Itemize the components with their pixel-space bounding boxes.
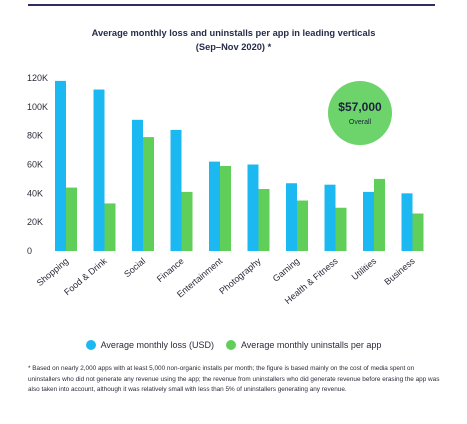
bar-loss <box>363 191 374 251</box>
bar-loss <box>93 89 105 252</box>
bar-uninstalls <box>335 207 347 251</box>
chart-title-line-1: Average monthly loss and uninstalls per … <box>91 28 376 38</box>
bar-uninstalls <box>412 213 424 251</box>
bar-uninstalls <box>258 189 270 251</box>
chart-title-line-2: (Sep–Nov 2020) * <box>195 42 272 52</box>
chart-title: Average monthly loss and uninstalls per … <box>20 26 447 54</box>
bar-loss <box>209 161 220 251</box>
bar-uninstalls <box>181 191 193 251</box>
bar-uninstalls <box>297 200 308 251</box>
y-axis-ticks: 0 20K 40K 60K 80K 100K 120K <box>27 73 48 256</box>
bars <box>55 80 424 252</box>
legend-swatch-uninstalls <box>225 340 236 350</box>
x-tick-label: Business <box>382 256 417 287</box>
bar-uninstalls <box>66 187 77 251</box>
bar-loss <box>132 119 143 251</box>
y-tick-label: 60K <box>27 160 43 170</box>
y-tick-label: 100K <box>27 102 48 112</box>
overall-badge-value: $57,000 <box>338 100 382 114</box>
bar-loss <box>401 193 413 251</box>
bar-uninstalls <box>220 165 231 251</box>
x-tick-label: Finance <box>155 256 186 284</box>
x-tick-label: Gaming <box>271 256 302 284</box>
x-tick-label: Social <box>122 256 147 279</box>
y-tick-label: 0 <box>27 246 32 256</box>
x-tick-label: Food & Drink <box>62 256 109 298</box>
footnote: * Based on nearly 2,000 apps with at lea… <box>28 365 440 393</box>
bar-loss <box>170 129 182 251</box>
overall-badge-circle <box>328 81 392 145</box>
legend-swatch-loss <box>85 340 96 350</box>
bar-uninstalls <box>374 178 385 251</box>
bar-loss <box>286 183 297 251</box>
y-tick-label: 80K <box>27 131 43 141</box>
legend: Average monthly loss (USD) Average month… <box>0 340 467 350</box>
x-tick-label: Photography <box>217 256 263 297</box>
top-rule <box>28 4 435 6</box>
legend-item-loss: Average monthly loss (USD) <box>85 340 214 350</box>
bar-loss <box>324 184 336 251</box>
x-tick-label: Utilities <box>350 256 379 283</box>
legend-label-uninstalls: Average monthly uninstalls per app <box>240 340 382 350</box>
bar-loss <box>55 80 66 251</box>
overall-badge-label: Overall <box>349 119 372 126</box>
bar-loss <box>247 164 259 251</box>
y-tick-label: 120K <box>27 73 48 83</box>
overall-badge: $57,000 Overall <box>328 81 392 145</box>
bar-uninstalls <box>104 203 116 251</box>
y-tick-label: 40K <box>27 188 43 198</box>
x-tick-label: Shopping <box>35 256 71 288</box>
bar-uninstalls <box>143 137 154 251</box>
legend-label-loss: Average monthly loss (USD) <box>100 340 214 350</box>
legend-item-uninstalls: Average monthly uninstalls per app <box>225 340 382 350</box>
y-tick-label: 20K <box>27 217 43 227</box>
